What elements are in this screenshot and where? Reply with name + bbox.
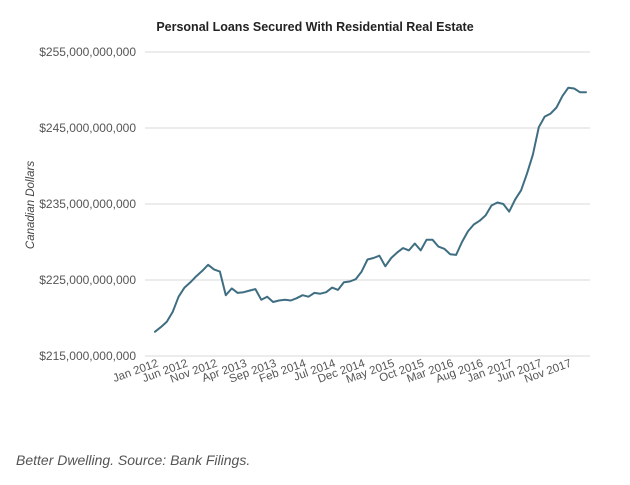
chart-title: Personal Loans Secured With Residential … xyxy=(156,20,473,34)
gridlines xyxy=(145,51,590,357)
source-caption: Better Dwelling. Source: Bank Filings. xyxy=(16,452,251,468)
series xyxy=(154,86,587,333)
y-axis-label: Canadian Dollars xyxy=(25,161,37,249)
y-tick-label: $245,000,000,000 xyxy=(39,121,136,135)
y-tick-label: $255,000,000,000 xyxy=(39,45,136,59)
series-line xyxy=(154,86,587,333)
y-tick-labels: $215,000,000,000 $225,000,000,000 $235,000… xyxy=(39,45,136,363)
line-chart: Personal Loans Secured With Residential … xyxy=(25,20,590,386)
y-tick-label: $215,000,000,000 xyxy=(39,349,136,363)
y-tick-label: $225,000,000,000 xyxy=(39,273,136,287)
y-tick-label: $235,000,000,000 xyxy=(39,197,136,211)
